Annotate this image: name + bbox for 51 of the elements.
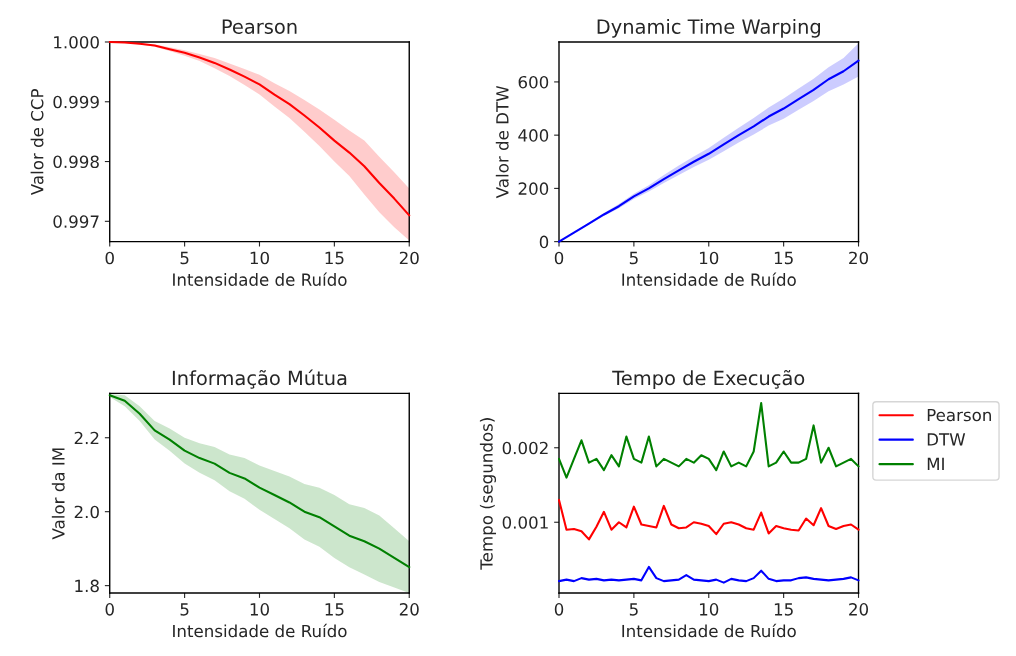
x-tick-label: 10: [250, 603, 269, 616]
y-tick-label: 0.999: [53, 95, 99, 109]
y-axis-title: Valor de DTW: [495, 85, 509, 199]
x-axis-title: Intensidade de Ruído: [622, 623, 796, 638]
line-series: [557, 498, 860, 541]
chart-title: Informação Mútua: [172, 369, 347, 389]
legend-label: DTW: [927, 433, 966, 446]
x-tick-label: 20: [399, 251, 419, 265]
line-series: [557, 565, 860, 584]
y-tick-label: 0.997: [53, 215, 99, 228]
x-tick-label: 0: [554, 603, 564, 616]
y-tick-label: 1.000: [54, 35, 99, 49]
x-tick-label: 5: [629, 251, 638, 265]
x-tick-label: 20: [399, 603, 419, 616]
chart-title: Dynamic Time Warping: [597, 18, 820, 38]
x-axis-title: Intensidade de Ruído: [622, 272, 796, 286]
x-tick-label: 15: [325, 603, 344, 616]
x-tick-label: 15: [325, 251, 344, 265]
y-tick-label: 0: [539, 235, 549, 249]
chart-title: Tempo de Execução: [612, 369, 805, 390]
y-axis-title: Valor da IM: [51, 448, 65, 540]
y-axis-title: Tempo (segundos): [479, 418, 497, 570]
x-tick-label: 5: [180, 251, 189, 265]
y-tick-label: 2.0: [74, 505, 99, 519]
y-tick-label: 1.8: [75, 579, 99, 593]
line-series: [557, 402, 860, 479]
y-axis-title: Valor de CCP: [30, 89, 44, 196]
x-tick-label: 20: [849, 603, 869, 616]
x-tick-label: 10: [699, 251, 719, 265]
y-tick-label: 0.001: [502, 516, 548, 529]
x-axis-title: Intensidade de Ruído: [173, 272, 347, 286]
x-tick-label: 15: [774, 251, 793, 265]
y-tick-label: 0.002: [502, 441, 548, 455]
y-tick-label: 200: [518, 182, 549, 195]
x-tick-label: 5: [180, 603, 189, 616]
x-tick-label: 0: [554, 251, 564, 265]
y-tick-label: 400: [518, 129, 549, 142]
y-tick-label: 0.998: [53, 155, 99, 169]
x-tick-label: 10: [250, 251, 269, 265]
legend-label: Pearson: [927, 408, 991, 422]
x-tick-label: 0: [105, 251, 114, 265]
x-tick-label: 5: [629, 603, 638, 616]
y-tick-label: 2.2: [74, 431, 99, 445]
x-axis-title: Intensidade de Ruído: [173, 623, 347, 638]
y-tick-label: 600: [518, 75, 549, 89]
legend-label: MI: [927, 457, 944, 470]
x-tick-label: 15: [774, 603, 793, 616]
x-tick-label: 20: [849, 251, 869, 265]
chart-title: Pearson: [222, 19, 297, 34]
x-tick-label: 0: [105, 603, 114, 616]
x-tick-label: 10: [699, 603, 719, 616]
